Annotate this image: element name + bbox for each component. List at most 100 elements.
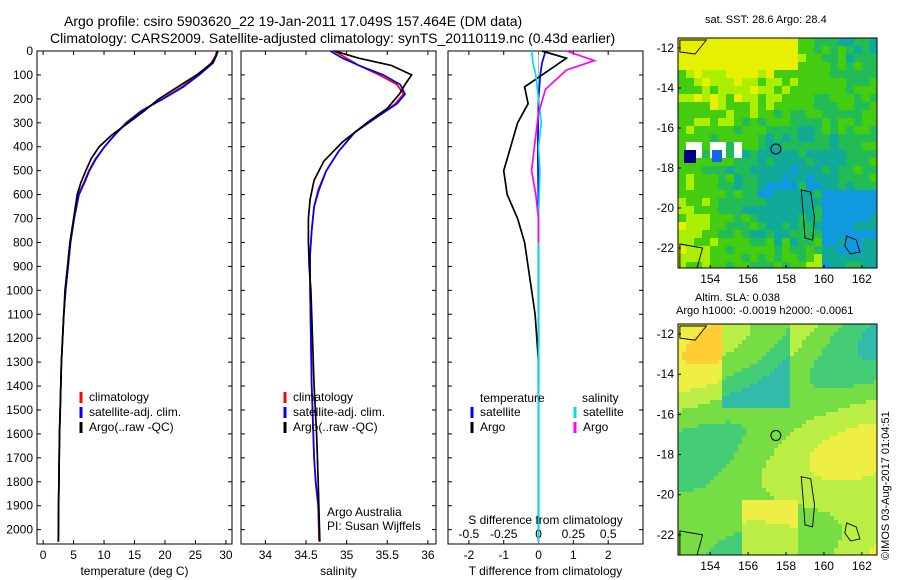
map-cell — [822, 420, 826, 424]
map-cell — [766, 360, 770, 364]
map-cell — [806, 246, 814, 254]
map-cell — [782, 532, 786, 536]
map-cell — [822, 102, 830, 110]
map-cell — [758, 352, 762, 356]
x-tick-label: 10 — [97, 548, 111, 562]
map-cell — [814, 352, 818, 356]
map-cell — [734, 548, 738, 552]
map-cell — [846, 150, 854, 158]
map-x-tick-label: 156 — [738, 559, 758, 573]
map-cell — [854, 238, 862, 246]
map-cell — [678, 448, 682, 452]
map-cell — [738, 368, 742, 372]
map-cell — [850, 528, 854, 532]
map-cell — [794, 384, 798, 388]
map-cell — [782, 480, 786, 484]
map-cell — [758, 78, 766, 86]
map-cell — [766, 444, 770, 448]
map-cell — [838, 548, 842, 552]
map-cell — [718, 198, 726, 206]
map-cell — [798, 254, 806, 262]
map-cell — [806, 528, 810, 532]
map-cell — [722, 360, 726, 364]
map-cell — [726, 356, 730, 360]
map-cell — [782, 46, 790, 54]
map-cell — [818, 424, 822, 428]
map-cell — [738, 460, 742, 464]
map-cell — [726, 102, 734, 110]
map-cell — [802, 484, 806, 488]
map-cell — [746, 340, 750, 344]
map-cell — [858, 364, 862, 368]
map-cell — [834, 456, 838, 460]
map-cell — [714, 388, 718, 392]
map-cell — [714, 412, 718, 416]
map-cell — [862, 524, 866, 528]
map-cell — [742, 432, 746, 436]
map-cell — [686, 456, 690, 460]
map-cell — [750, 408, 754, 412]
map-cell — [734, 238, 742, 246]
map-cell — [734, 532, 738, 536]
map-cell — [694, 448, 698, 452]
map-cell — [846, 456, 850, 460]
map-cell — [706, 332, 710, 336]
map-y-tick-label: -16 — [657, 407, 675, 421]
map-cell — [750, 440, 754, 444]
map-cell — [838, 38, 846, 46]
map-cell — [754, 528, 758, 532]
map-cell — [786, 388, 790, 392]
map-cell — [822, 544, 826, 548]
map-cell — [766, 352, 770, 356]
map-cell — [686, 420, 690, 424]
map-cell — [774, 46, 782, 54]
map-cell — [778, 388, 782, 392]
map-cell — [846, 416, 850, 420]
map-cell — [714, 332, 718, 336]
map-cell — [726, 448, 730, 452]
map-cell — [798, 134, 806, 142]
map-cell — [682, 396, 686, 400]
map-cell — [686, 432, 690, 436]
map-cell — [806, 166, 814, 174]
map-cell — [738, 400, 742, 404]
map-cell — [838, 238, 846, 246]
map-cell — [866, 344, 870, 348]
map-cell — [726, 512, 730, 516]
map-cell — [750, 246, 758, 254]
map-cell — [858, 452, 862, 456]
map-cell — [798, 464, 802, 468]
map-cell — [762, 540, 766, 544]
map-cell — [702, 118, 710, 126]
map-cell — [834, 444, 838, 448]
map-cell — [870, 504, 874, 508]
map-cell — [846, 524, 850, 528]
map-cell — [722, 428, 726, 432]
map-cell — [822, 222, 830, 230]
panel-difference: -2 -1 0 1 2T difference from climatology-0.5… — [447, 50, 644, 578]
map-cell — [838, 222, 846, 230]
map-cell — [734, 404, 738, 408]
map-cell — [842, 408, 846, 412]
map-cell — [690, 428, 694, 432]
map-cell — [802, 388, 806, 392]
map-cell — [822, 166, 830, 174]
map-cell — [718, 126, 726, 134]
map-cell — [734, 190, 742, 198]
map-cell — [718, 388, 722, 392]
map-cell — [694, 388, 698, 392]
map-cell — [858, 484, 862, 488]
map-cell — [734, 528, 738, 532]
map-cell — [846, 440, 850, 444]
map-cell — [694, 344, 698, 348]
map-cell — [822, 190, 830, 198]
map-cell — [726, 552, 730, 555]
map-cell — [834, 436, 838, 440]
map-cell — [758, 70, 766, 78]
map-cell — [794, 532, 798, 536]
map-cell — [722, 492, 726, 496]
map-cell — [730, 324, 734, 328]
map-cell — [858, 400, 862, 404]
map-cell — [750, 524, 754, 528]
map-cell — [838, 142, 846, 150]
